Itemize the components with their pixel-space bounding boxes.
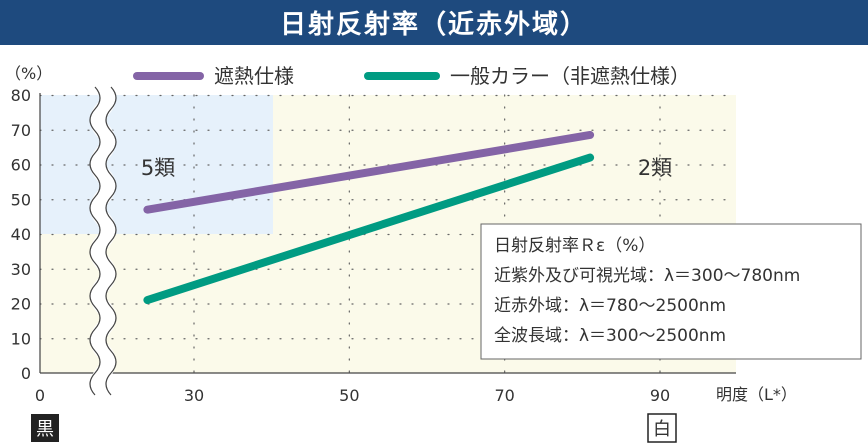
- region-label-5rui: 5類: [141, 156, 175, 180]
- x-tick-label: 0: [35, 386, 45, 405]
- black-marker-box: [31, 414, 59, 442]
- x-tick-label: 30: [184, 386, 204, 405]
- black-marker-label: 黒: [36, 419, 54, 440]
- notes-line-2: 近紫外及び可視光域：λ＝300〜780nm: [494, 266, 800, 286]
- axis-break-edge-left: [89, 86, 101, 396]
- title-bar: 日射反射率（近赤外域）: [0, 0, 868, 45]
- y-tick-label: 70: [11, 121, 31, 140]
- y-tick-label: 50: [11, 190, 31, 209]
- y-tick-label: 0: [21, 364, 31, 383]
- y-axis-label: （%）: [5, 64, 52, 83]
- y-tick-label: 30: [11, 260, 31, 279]
- region-label-2rui: 2類: [638, 156, 672, 180]
- notes-line-1: 日射反射率Ｒε（%）: [494, 236, 655, 256]
- x-tick-label: 70: [494, 386, 514, 405]
- notes-box: [480, 223, 862, 360]
- x-axis-label: 明度（L*）: [716, 385, 797, 404]
- legend-label-2: 一般カラー（非遮熱仕様）: [450, 64, 690, 88]
- notes-line-4: 全波長域：λ＝300〜2500nm: [494, 326, 726, 346]
- y-tick-label: 40: [11, 225, 31, 244]
- series-line-2: [143, 153, 595, 305]
- series-line-1: [143, 130, 595, 214]
- x-tick-label: 50: [339, 386, 359, 405]
- axis-break-band: [90, 81, 116, 401]
- y-tick-label: 10: [11, 329, 31, 348]
- notes-line-3: 近赤外域：λ＝780〜2500nm: [494, 296, 726, 316]
- axis-break-edge-right: [105, 86, 117, 396]
- white-marker-box: [647, 413, 677, 443]
- white-marker-label: 白: [653, 419, 671, 440]
- chart-title: 日射反射率（近赤外域）: [279, 10, 588, 40]
- y-tick-label: 20: [11, 295, 31, 314]
- y-tick-label: 80: [11, 86, 31, 105]
- y-tick-label: 60: [11, 156, 31, 175]
- x-tick-label: 90: [650, 386, 670, 405]
- legend-label-1: 遮熱仕様: [214, 64, 294, 88]
